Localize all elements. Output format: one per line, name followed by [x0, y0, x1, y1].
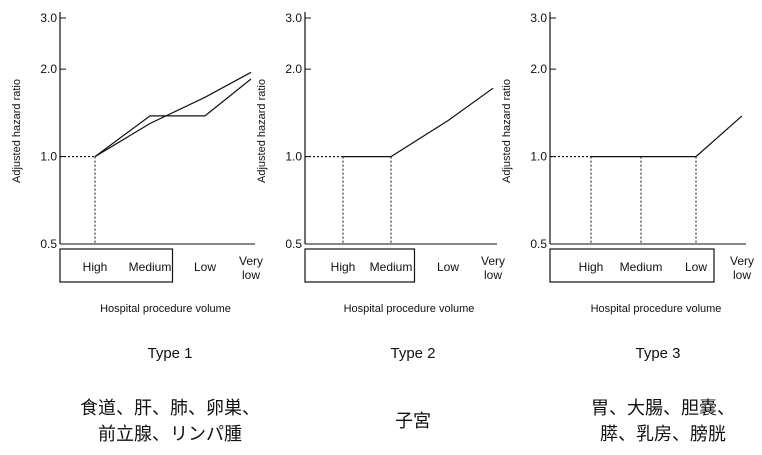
- x-tick-label: High: [579, 260, 604, 274]
- y-tick-label: 0.5: [40, 237, 57, 251]
- y-tick-label: 1.0: [285, 150, 302, 164]
- x-tick-label: Very low: [730, 254, 754, 282]
- panel-3-cancer-list: 胃、大腸、胆嚢、 膵、乳房、膀胱: [568, 396, 758, 448]
- y-tick-label: 2.0: [40, 62, 57, 76]
- y-tick-label: 0.5: [285, 237, 302, 251]
- x-tick-label: Very low: [481, 254, 505, 282]
- panel-3-type-label: Type 3: [635, 345, 681, 362]
- y-tick-label: 3.0: [40, 11, 57, 25]
- y-axis-title: Adjusted hazard ratio: [11, 79, 23, 183]
- x-tick-label: Very low: [239, 254, 263, 282]
- x-axis-title: Hospital procedure volume: [100, 303, 231, 315]
- y-tick-label: 1.0: [40, 150, 57, 164]
- x-tick-label: High: [83, 260, 108, 274]
- panel-1-type-label: Type 1: [147, 345, 193, 362]
- x-tick-label: Low: [437, 260, 459, 274]
- y-tick-label: 2.0: [530, 62, 547, 76]
- x-tick-label: Low: [685, 260, 707, 274]
- y-axis-title: Adjusted hazard ratio: [256, 79, 268, 183]
- chart-panel-3: 0.5 1.0 2.0 3.0 Adjusted hazard ratio High Med…: [501, 11, 754, 315]
- x-tick-label: Low: [194, 260, 216, 274]
- y-axis-title: Adjusted hazard ratio: [501, 79, 513, 183]
- category-box: [549, 248, 715, 283]
- x-tick-label: Medium: [370, 260, 413, 274]
- panel-3-cancer-list-line-2: 膵、乳房、膀胱: [600, 424, 726, 445]
- chart-panel-1: 0.5 1.0 2.0 3.0 Adjusted hazard ratio High Med…: [11, 11, 263, 315]
- y-tick-label: 3.0: [530, 11, 547, 25]
- series-line-1: [94, 78, 252, 158]
- category-box: [304, 248, 416, 283]
- panel-1-cancer-list-line-1: 食道、肝、肺、卵巣、: [80, 398, 260, 419]
- series-line-1: [343, 87, 494, 158]
- panel-2-cancer-list: 子宮: [343, 409, 483, 435]
- panel-1-cancer-list-line-2: 前立腺、リンパ腫: [98, 424, 242, 445]
- y-tick-label: 2.0: [285, 62, 302, 76]
- x-axis-title: Hospital procedure volume: [344, 303, 475, 315]
- x-tick-label: Medium: [620, 260, 663, 274]
- x-axis-title: Hospital procedure volume: [591, 303, 722, 315]
- y-tick-label: 1.0: [530, 150, 547, 164]
- x-tick-label: High: [331, 260, 356, 274]
- panel-2-cancer-list-line-1: 子宮: [395, 411, 431, 432]
- panel-1-cancer-list: 食道、肝、肺、卵巣、 前立腺、リンパ腫: [60, 396, 280, 448]
- category-box: [59, 248, 174, 283]
- chart-panel-2: 0.5 1.0 2.0 3.0 Adjusted hazard ratio High Med…: [256, 11, 505, 315]
- y-tick-label: 3.0: [285, 11, 302, 25]
- series-line-2: [94, 71, 252, 158]
- y-tick-label: 0.5: [530, 237, 547, 251]
- series-line-1: [591, 115, 743, 158]
- panel-2-type-label: Type 2: [390, 345, 436, 362]
- x-tick-label: Medium: [129, 260, 172, 274]
- panel-3-cancer-list-line-1: 胃、大腸、胆嚢、: [591, 398, 735, 419]
